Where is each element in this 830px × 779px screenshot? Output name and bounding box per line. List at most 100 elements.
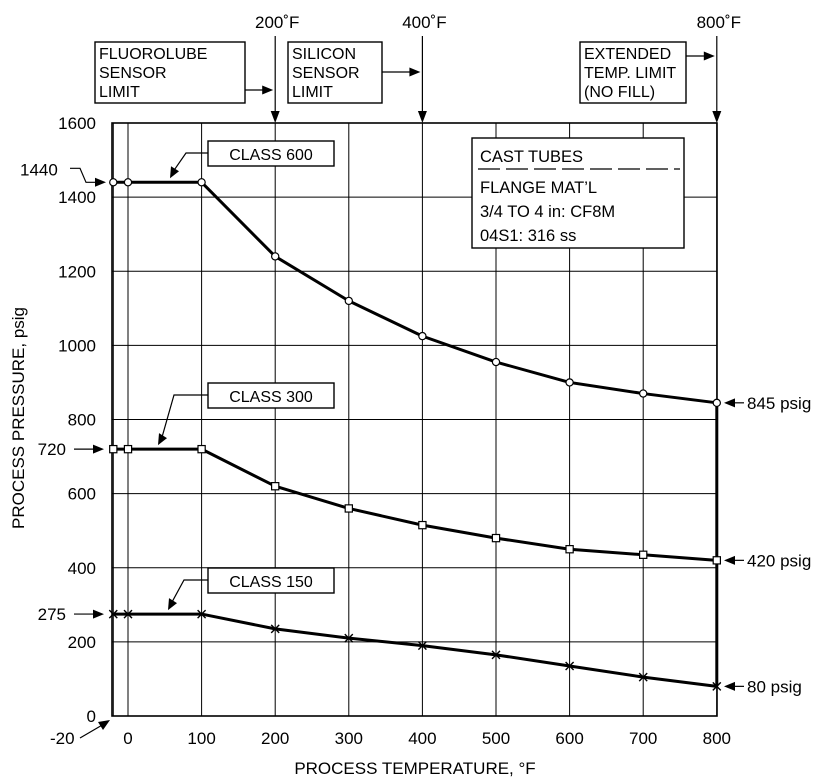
class-600-box-label: CLASS 600 [229,147,313,164]
x-tick-label: 0 [123,729,132,748]
class-600-point [491,357,501,367]
class-600-point [639,389,648,398]
y-tick-label: 200 [68,633,96,652]
x-tick-label: 400 [408,729,436,748]
y-tick-label: 400 [68,559,96,578]
class-600-point [197,178,206,187]
limit-box-line: LIMIT [99,84,140,101]
class-300-point [197,444,206,454]
series-lines [113,180,719,688]
limit-box-arrow-head [262,85,274,95]
class-150-point [270,624,280,634]
class300-left-label: 720 [38,440,66,459]
top-temp-arrow-head [712,111,722,123]
class-600-point [418,331,427,341]
top-temp-label: 200˚F [255,13,299,32]
y-tick-label: 1000 [58,336,96,355]
class-300-point [123,444,133,454]
x-origin-arrow-head [98,720,110,730]
limit-box-line: FLUOROLUBE [99,46,207,63]
x-origin-label: -20 [50,729,75,748]
class-300-point [712,556,722,565]
class-150-point [712,681,722,691]
limit-box-line: SILICON [292,46,356,63]
class-150-box-leader-head [168,598,177,611]
class-300-point [565,545,574,554]
limit-box-line: LIMIT [292,84,333,101]
material-note-line: FLANGE MAT’L [480,179,597,197]
class-150-point [417,641,427,651]
class-150-point [197,609,207,619]
class-150-line [113,612,717,688]
x-tick-label: 200 [261,729,289,748]
y-tick-label: 800 [68,411,96,430]
top-temp-arrow-head [417,111,427,123]
limit-box-arrow-head [409,67,421,77]
class150-left-label: 275 [38,605,66,624]
series-markers [108,178,722,691]
class600-right-label: 845 psig [747,394,811,413]
class-300-point [491,533,501,543]
limit-box-arrow-head [703,51,715,61]
class-150-point [491,650,501,660]
class-300-box-label: CLASS 300 [229,389,313,406]
class300-left-label-arrow-head [93,444,104,454]
x-tick-label: 700 [629,729,657,748]
class-600-point [123,178,133,187]
class-150-point [344,633,354,643]
x-axis-title: PROCESS TEMPERATURE, °F [294,759,535,778]
y-axis-title: PROCESS PRESSURE, psig [9,307,28,529]
class-600-point [712,398,722,408]
class-300-point [109,444,118,454]
class-600-point [109,178,118,187]
class-150-point [638,672,648,682]
class-600-box-leader [173,152,208,171]
top-temp-label: 800˚F [697,13,741,32]
class-300-point [638,550,648,559]
class600-left-arrow-head [95,177,106,187]
limit-box [287,41,383,104]
x-tick-label: 600 [555,729,583,748]
x-tick-label: 800 [703,729,731,748]
class-600-line [113,180,717,405]
class-600-point [344,296,353,306]
class-300-box-leader-head [158,433,167,446]
class-300-point [344,504,354,513]
class-150-point [565,661,575,671]
class-300-box-leader [161,394,208,438]
class-300-point [418,520,427,530]
x-tick-label: 500 [482,729,510,748]
top-temp-label: 400˚F [402,13,446,32]
y-tick-label: 0 [87,707,96,726]
class-600-box-leader-head [170,166,179,179]
material-note-title: CAST TUBES [480,148,583,166]
y-tick-label: 1600 [58,114,96,133]
limit-box-line: TEMP. LIMIT [584,65,676,82]
y-tick-label: 600 [68,485,96,504]
tick-labels: 0 100 200 300 400 500 600 700 800 0 200 400 600 800 10… [50,114,731,748]
top-temp-arrow-head [270,111,280,123]
class600-left-arrow-line [70,167,96,183]
class-300-box [207,382,335,409]
class600-left-label: 1440 [20,160,58,179]
annotations: 1440 720 275 845 psig 420 psig 80 psig CLASS 6… [20,13,811,696]
limit-box [94,41,246,104]
class-150-point [108,609,118,619]
x-tick-label: 100 [187,729,215,748]
class-600-point [565,378,574,387]
class-300-line [113,447,717,562]
material-note-line: 3/4 TO 4 in: CF8M [480,203,615,221]
limit-box-line: SENSOR [99,65,167,82]
limit-box [579,41,687,104]
y-tick-label: 1400 [58,188,96,207]
class300-right-label: 420 psig [747,551,811,570]
class-300-point [271,482,280,491]
material-note-line: 04S1: 316 ss [480,227,576,245]
x-tick-label: 300 [335,729,363,748]
limit-box-line: SENSOR [292,65,360,82]
class-150-box-leader [171,579,208,603]
x-origin-arrow-line [79,723,105,739]
limit-box-line: (NO FILL) [584,84,655,101]
limit-box-line: EXTENDED [584,46,671,63]
